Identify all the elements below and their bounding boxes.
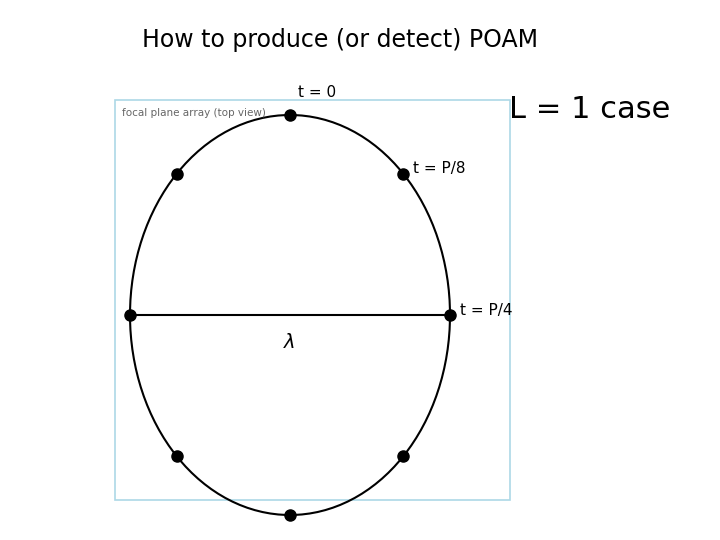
Text: L = 1 case: L = 1 case	[508, 95, 670, 124]
Text: t = 0: t = 0	[298, 85, 336, 100]
Text: focal plane array (top view): focal plane array (top view)	[122, 108, 266, 118]
Text: λ: λ	[284, 333, 296, 352]
Text: t = P/4: t = P/4	[460, 302, 513, 318]
Text: How to produce (or detect) POAM: How to produce (or detect) POAM	[142, 28, 538, 52]
Bar	[115, 100, 510, 500]
Text: t = P/8: t = P/8	[413, 161, 466, 176]
